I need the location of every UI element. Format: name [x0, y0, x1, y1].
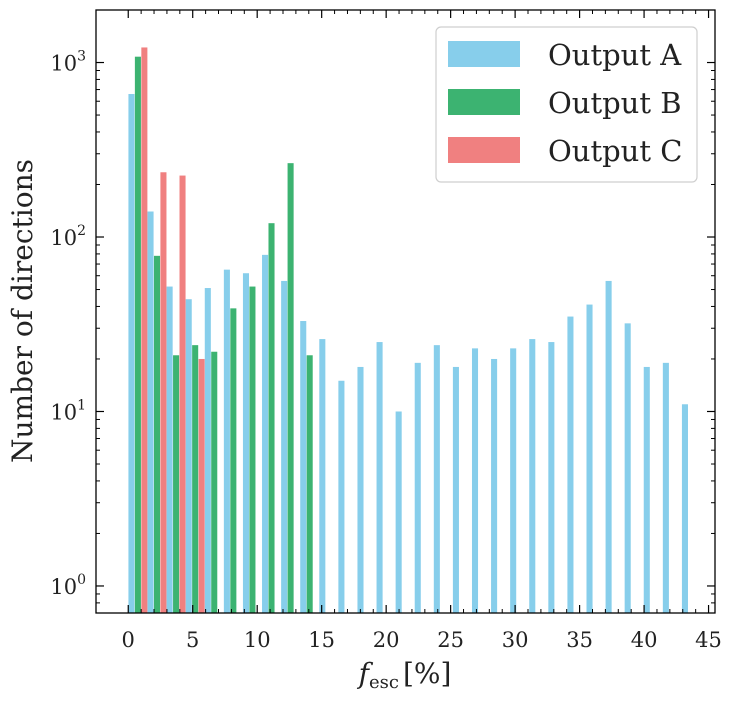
- y-tick-label: 100: [50, 572, 86, 599]
- bar-series2-6: [249, 286, 256, 613]
- x-tick-label: 5: [186, 628, 199, 652]
- bar-series2-7: [268, 223, 275, 613]
- bar-series2-5: [230, 308, 237, 613]
- bars-layer: [128, 47, 688, 613]
- bar-series1-17: [452, 366, 459, 613]
- x-tick-label: 45: [695, 628, 722, 652]
- x-tick-label: 35: [566, 628, 593, 652]
- bar-series2-4: [211, 351, 218, 613]
- bar-series1-7: [262, 254, 269, 613]
- x-axis-unit: [%]: [403, 657, 451, 690]
- x-tick-label: 10: [244, 628, 271, 652]
- bar-series1-6: [242, 273, 250, 613]
- bar-series1-25: [605, 280, 612, 613]
- bar-series1-22: [548, 342, 555, 613]
- legend-swatch-2: [448, 89, 520, 115]
- bar-series1-27: [643, 366, 650, 613]
- y-axis-title: Number of directions: [6, 159, 39, 463]
- bar-series3-3: [198, 358, 205, 613]
- x-tick-label: 15: [308, 628, 335, 652]
- bar-series2-3: [192, 345, 199, 613]
- legend-label-2: Output B: [548, 86, 682, 120]
- x-tick-label: 0: [122, 628, 135, 652]
- bar-series3-1: [160, 172, 167, 613]
- bar-series1-9: [300, 321, 307, 613]
- bar-series1-8: [281, 280, 288, 613]
- legend-label-3: Output C: [548, 134, 682, 168]
- bar-series3-2: [179, 175, 186, 613]
- x-tick-label: 20: [373, 628, 400, 652]
- axes-layer: 0 5 10 15 20 25 30 35 40 45 100 101 102 103: [50, 9, 722, 652]
- bar-series1-26: [624, 323, 631, 613]
- x-tick-label: 40: [631, 628, 658, 652]
- plot-frame: [95, 9, 716, 614]
- bar-series1-10: [319, 339, 326, 613]
- legend-swatch-1: [448, 41, 520, 67]
- bar-series1-23: [567, 316, 574, 613]
- bar-series1-13: [376, 342, 383, 613]
- bar-series1-18: [471, 348, 479, 613]
- bar-series1-5: [223, 269, 230, 613]
- x-tick-label: 25: [437, 628, 464, 652]
- bar-series1-15: [414, 362, 421, 613]
- x-tick-label: 30: [502, 628, 529, 652]
- bar-series1-11: [338, 380, 345, 613]
- bar-series1-3: [185, 299, 192, 613]
- legend-label-1: Output A: [548, 38, 682, 72]
- legend-swatch-3: [448, 137, 520, 163]
- bar-series1-24: [586, 304, 593, 613]
- bar-series3-0: [141, 47, 148, 613]
- x-axis-title: fesc [%]: [357, 657, 452, 693]
- bar-series1-21: [529, 339, 536, 613]
- y-tick-label: 101: [50, 397, 86, 424]
- bar-series2-9: [306, 355, 313, 613]
- bar-series1-28: [662, 362, 669, 613]
- bar-series2-2: [173, 355, 180, 613]
- bar-series2-1: [153, 255, 161, 613]
- bar-series2-0: [134, 56, 141, 613]
- bar-series1-16: [433, 345, 440, 613]
- bar-series1-29: [681, 404, 688, 613]
- bar-series1-4: [204, 288, 211, 613]
- x-axis-subscript: esc: [369, 672, 399, 693]
- bar-series1-1: [147, 211, 154, 613]
- bar-series1-14: [395, 411, 402, 613]
- bar-series1-19: [491, 358, 498, 613]
- bar-series1-2: [166, 286, 173, 613]
- bar-series2-8: [287, 163, 294, 613]
- bar-series1-12: [357, 366, 364, 613]
- legend: Output A Output B Output C: [435, 26, 698, 183]
- y-tick-label: 103: [50, 49, 86, 76]
- y-tick-label: 102: [50, 223, 86, 250]
- bar-series1-20: [510, 348, 517, 613]
- bar-series1-0: [128, 94, 135, 613]
